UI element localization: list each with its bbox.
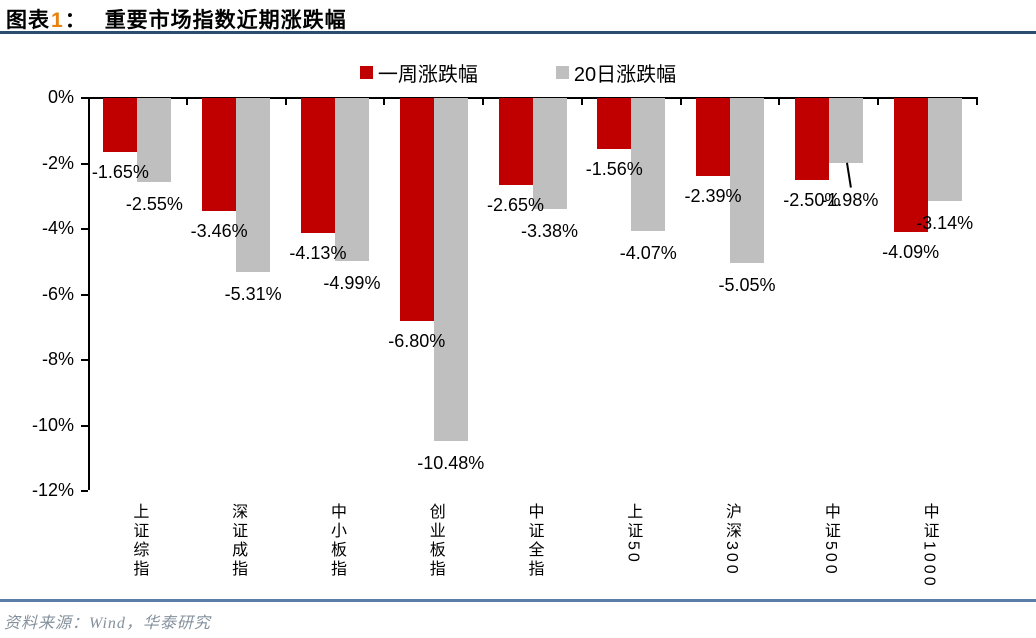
y-axis-tick [81,359,88,361]
bar-week [794,98,829,180]
x-axis-category-label: 深证成指 [229,503,247,579]
data-label-week: -4.09% [882,241,940,262]
y-axis-tick-label: 0% [47,87,74,107]
bar-20day [433,98,468,442]
x-axis-tick [284,97,287,105]
figure-number: 1 [51,9,64,32]
legend-item-20day: 20日涨跌幅 [555,58,677,87]
y-axis-tick [81,228,88,230]
y-axis-tick-label: -4% [41,218,74,238]
bar-20day [631,98,666,232]
x-axis-tick [185,97,188,105]
data-label-week: -3.46% [190,221,248,242]
data-label-week: -6.80% [388,330,446,351]
bar-week [597,98,632,150]
y-axis-tick [81,293,88,296]
x-axis-category-label: 上证50 [624,503,642,565]
data-label-20day: -3.14% [916,212,974,233]
y-axis-tick-label: -8% [41,349,74,369]
bar-week [498,98,533,185]
data-label-week: -4.13% [289,243,347,264]
bar-20day [236,98,271,272]
bar-week [399,98,434,321]
data-label-week: -1.65% [91,162,149,183]
bar-week [103,98,138,153]
data-label-week: -2.39% [684,186,742,207]
y-axis-tick-label: -2% [41,152,74,173]
figure-title: 重要市场指数近期涨跌幅 [104,9,347,32]
data-label-20day: -1.98% [821,189,879,210]
y-axis-tick [81,97,88,99]
data-label-week: -2.65% [486,194,545,215]
legend-label-week: 一周涨跌幅 [377,64,478,86]
x-axis-tick [679,97,682,105]
x-axis-category-label: 上证综指 [130,503,148,579]
legend-item-week: 一周涨跌幅 [359,58,478,87]
x-axis-category-label: 沪深300 [723,503,741,577]
y-axis-line [88,97,90,490]
chart-legend: 一周涨跌幅 20日涨跌幅 [0,58,1036,87]
source-note: 资料来源：Wind，华泰研究 [4,615,211,632]
bar-20day [334,98,369,262]
bar-week [300,98,335,234]
bar-20day [532,98,567,209]
x-axis-category-label: 中小板指 [327,503,345,579]
y-axis-tick-label: -10% [31,414,74,435]
legend-swatch-20day-icon [555,66,569,79]
bar-chart-plot: 0% -2% -4% -6% -8% -10% -12% -1.65% -2.55% 上证综指 -3… [31,87,978,589]
bar-week [202,98,237,212]
bar-week [893,98,928,232]
x-axis-category-label: 中证500 [821,503,839,577]
figure-label-colon: ： [64,9,87,32]
bar-20day [730,98,765,264]
x-axis-tick [580,97,583,105]
data-label-20day: -5.05% [718,275,776,296]
x-axis-tick [778,97,781,105]
legend-swatch-week-icon [359,66,373,79]
x-axis-tick [482,97,485,105]
bar-20day [828,98,863,163]
data-label-20day: -2.55% [125,193,183,214]
data-label-20day: -4.99% [323,273,381,294]
y-axis-tick-label: -12% [31,480,74,500]
x-axis-category-label: 中证1000 [920,503,938,589]
data-label-week: -1.56% [585,159,643,180]
footer-divider [0,599,1036,602]
x-axis-tick [383,97,386,105]
data-label-20day: -4.07% [619,243,677,264]
y-axis-tick [81,424,88,427]
data-label-week: -2.50% [783,189,841,210]
y-axis-tick [81,490,88,492]
figure-label-prefix: 图表 [6,9,50,32]
data-label-20day: -3.38% [520,220,579,241]
data-label-20day: -5.31% [224,283,282,304]
x-axis-tick [877,97,880,105]
figure-label: 图表1： 重要市场指数近期涨跌幅 [6,4,347,34]
data-label-leader-line [845,162,852,188]
data-label-20day: -10.48% [417,453,485,474]
x-axis-category-label: 创业板指 [426,503,444,579]
legend-label-20day: 20日涨跌幅 [573,64,677,86]
bar-week [696,98,731,177]
x-axis-category-label: 中证全指 [525,503,543,579]
bar-20day [137,98,172,182]
y-axis-tick-label: -6% [41,283,74,304]
y-axis-tick [81,162,88,165]
title-divider [0,31,1036,34]
x-axis-tick [976,97,978,105]
bar-20day [927,98,962,201]
